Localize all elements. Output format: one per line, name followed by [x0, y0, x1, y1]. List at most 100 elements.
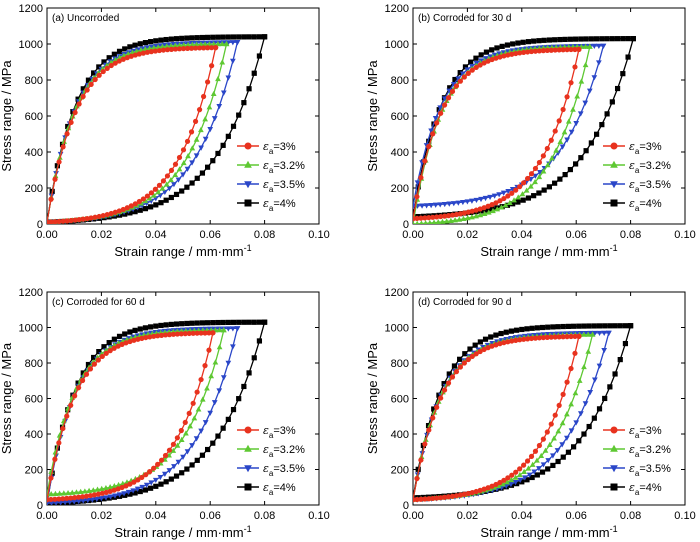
data-point — [230, 123, 237, 129]
data-point — [523, 187, 530, 193]
data-point — [581, 331, 587, 337]
data-point — [467, 346, 473, 352]
data-point — [532, 48, 539, 54]
data-point — [607, 384, 613, 390]
data-point — [139, 474, 145, 481]
data-point — [548, 334, 554, 340]
data-point — [98, 496, 105, 502]
data-point — [52, 219, 58, 224]
data-point — [505, 339, 511, 345]
data-point — [236, 319, 242, 325]
data-point — [163, 322, 169, 328]
data-point — [175, 177, 182, 183]
data-point — [602, 395, 608, 402]
data-point — [52, 490, 59, 497]
x-tick-label: 0.04 — [145, 510, 166, 522]
data-point — [508, 476, 515, 483]
data-point — [487, 54, 493, 60]
chart-panel: 0 200 400 600 800 1000 1200 0.00 0.02 0.04 0.06 0.0… — [0, 3, 330, 259]
data-point — [469, 489, 475, 496]
data-point — [111, 51, 117, 57]
data-point — [168, 46, 175, 52]
data-point — [199, 396, 206, 402]
data-point — [193, 136, 200, 142]
data-point — [553, 147, 559, 153]
y-axis-label: Stress range / MPa — [0, 60, 14, 172]
data-point — [211, 116, 218, 122]
legend-subscript: a — [635, 147, 640, 156]
data-point — [586, 88, 593, 94]
data-point — [485, 58, 491, 64]
data-point — [609, 99, 615, 105]
data-point — [532, 165, 539, 172]
data-point — [560, 47, 566, 53]
data-point — [510, 41, 516, 47]
data-point — [148, 324, 154, 330]
x-tick-label: 0.04 — [145, 229, 166, 241]
data-point — [500, 190, 507, 196]
data-point — [119, 484, 125, 491]
data-point — [432, 202, 439, 208]
data-point — [572, 333, 578, 340]
data-point — [493, 481, 499, 488]
data-point — [439, 218, 446, 224]
legend-label: εa=4% — [263, 481, 296, 497]
x-axis-label: Strain range / mm·mm-1 — [114, 243, 251, 259]
data-point — [60, 218, 66, 224]
data-point — [172, 161, 179, 167]
data-point — [413, 497, 416, 503]
data-point — [189, 443, 195, 449]
data-point — [120, 206, 126, 213]
data-point — [501, 53, 507, 59]
legend-label: εa=3.2% — [629, 159, 671, 175]
data-point — [501, 340, 507, 346]
y-tick-label: 400 — [25, 147, 43, 159]
data-point — [56, 440, 62, 446]
legend-label: εa=4% — [629, 197, 662, 213]
data-point — [482, 195, 489, 202]
data-point — [100, 212, 106, 219]
data-point — [501, 195, 507, 202]
x-tick-label: 0.10 — [308, 510, 329, 522]
data-point — [505, 475, 511, 481]
data-point — [256, 338, 263, 344]
data-point — [64, 218, 70, 224]
data-point — [434, 120, 440, 126]
data-point — [205, 446, 211, 453]
data-point — [236, 34, 242, 40]
data-point — [578, 155, 584, 161]
data-point — [142, 40, 149, 46]
legend-label: εa=3.2% — [263, 443, 305, 459]
data-point — [564, 137, 570, 143]
data-point — [196, 45, 203, 51]
x-tick-label: 0.00 — [36, 229, 57, 241]
data-point — [437, 202, 444, 208]
data-point — [572, 390, 579, 396]
data-point — [205, 320, 211, 326]
data-point — [166, 468, 173, 474]
data-point — [119, 341, 125, 348]
data-point — [571, 444, 577, 450]
data-point — [219, 59, 226, 65]
data-point — [453, 83, 460, 89]
data-point — [576, 46, 582, 53]
data-point — [52, 456, 58, 462]
data-point — [512, 480, 519, 486]
data-point — [163, 181, 170, 187]
data-point — [591, 75, 598, 81]
data-point — [464, 215, 471, 221]
y-tick-label: 1200 — [385, 3, 409, 15]
data-point — [151, 465, 157, 471]
data-point — [189, 41, 196, 47]
data-point — [182, 331, 188, 337]
data-point — [170, 447, 177, 453]
data-point — [194, 320, 200, 326]
data-point — [202, 136, 209, 142]
data-point — [189, 35, 195, 41]
data-point — [48, 475, 54, 481]
data-point — [72, 393, 78, 399]
data-point — [189, 320, 195, 326]
y-tick-label: 800 — [25, 358, 43, 370]
data-point — [116, 48, 123, 54]
data-point — [136, 51, 142, 57]
